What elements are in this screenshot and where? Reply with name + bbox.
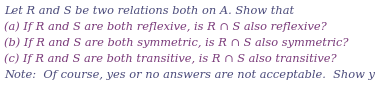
Text: (a) If R and S are both reflexive, is R ∩ S also reflexive?: (a) If R and S are both reflexive, is R … — [4, 22, 327, 33]
Text: (c) If R and S are both transitive, is R ∩ S also transitive?: (c) If R and S are both transitive, is R… — [4, 54, 337, 64]
Text: Note:  Of course, yes or no answers are not acceptable.  Show your work briefly.: Note: Of course, yes or no answers are n… — [4, 70, 375, 80]
Text: (b) If R and S are both symmetric, is R ∩ S also symmetric?: (b) If R and S are both symmetric, is R … — [4, 38, 349, 48]
Text: Let R and S be two relations both on A. Show that: Let R and S be two relations both on A. … — [4, 6, 295, 16]
